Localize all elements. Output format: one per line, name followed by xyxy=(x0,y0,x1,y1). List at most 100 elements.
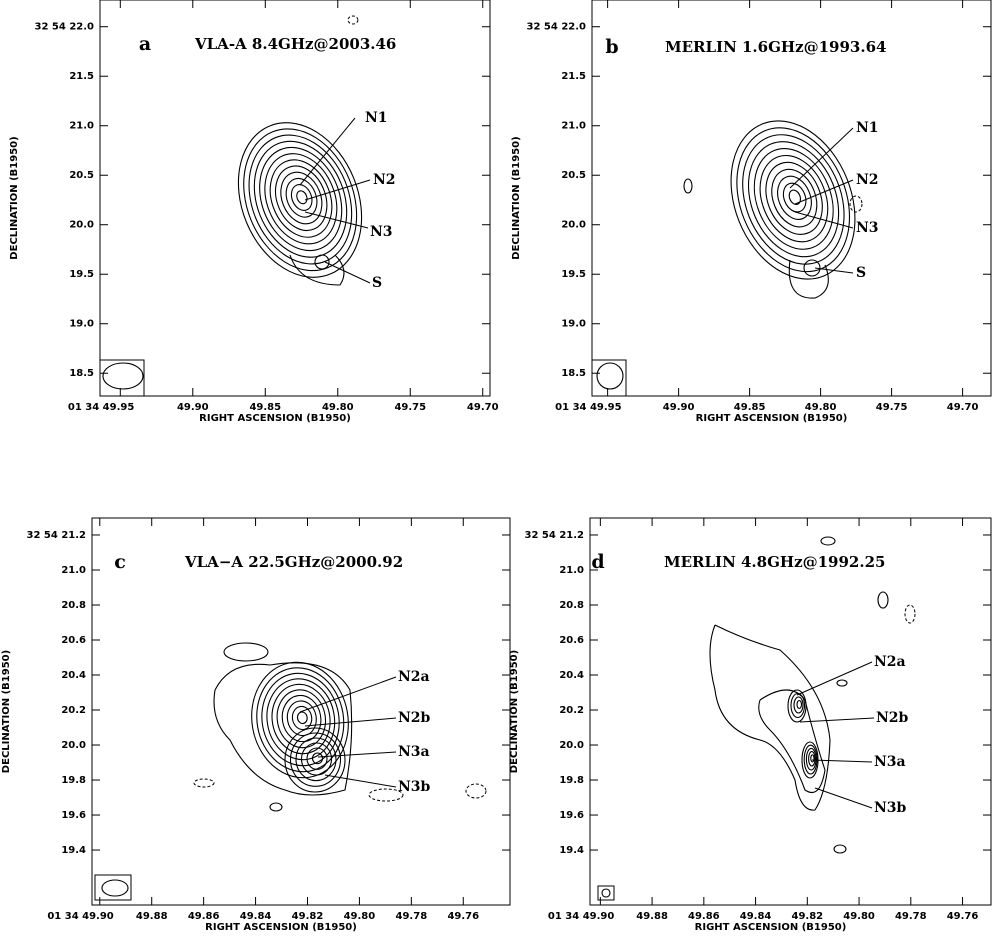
figure: 01 34 49.95 49.90 49.85 49.80 49.75 49.70 18.5… xyxy=(0,0,992,938)
y-tick-label: 19.4 xyxy=(61,845,86,856)
x-axis-label: RIGHT ASCENSION (B1950) xyxy=(696,413,848,424)
y-tick-label: 21.5 xyxy=(69,71,94,82)
pointer xyxy=(790,128,853,188)
contour xyxy=(194,779,214,787)
x-tick-label: 49.84 xyxy=(240,911,272,922)
pointer xyxy=(812,760,872,762)
x-tick-label: 49.80 xyxy=(843,911,875,922)
annotation: N3b xyxy=(398,779,431,795)
y-tick-label: 21.0 xyxy=(61,565,86,576)
y-tick-label: 19.8 xyxy=(559,775,584,786)
x-tick-label: 49.70 xyxy=(467,402,499,413)
y-tick-label: 20.5 xyxy=(69,170,94,181)
annotation: N2 xyxy=(373,172,396,188)
panel-letter: d xyxy=(591,551,604,573)
y-tick-label: 20.8 xyxy=(559,600,584,611)
x-tick-label: 01 34 49.95 xyxy=(68,402,134,413)
annotation: N1 xyxy=(856,120,879,136)
contour xyxy=(285,699,319,738)
y-tick-label: 18.5 xyxy=(561,368,586,379)
contour xyxy=(787,188,802,206)
contour xyxy=(223,112,377,288)
contour xyxy=(821,537,835,545)
annotation: N3 xyxy=(856,220,879,236)
contour xyxy=(740,137,848,261)
contour xyxy=(216,104,383,296)
x-tick-label: 49.80 xyxy=(344,911,376,922)
y-tick-label: 20.6 xyxy=(61,635,86,646)
y-axis-label: DECLINATION (B1950) xyxy=(1,650,12,773)
x-tick-label: 49.86 xyxy=(188,911,220,922)
y-tick-label: 19.4 xyxy=(559,845,584,856)
x-tick-label: 49.85 xyxy=(249,402,281,413)
y-tick-label: 19.0 xyxy=(561,319,586,330)
beam xyxy=(102,880,128,896)
annotation: N2a xyxy=(398,669,430,685)
y-tick-label: 20.0 xyxy=(559,740,584,751)
panel-title: MERLIN 4.8GHz@1992.25 xyxy=(664,553,885,571)
y-tick-label: 21.0 xyxy=(69,121,94,132)
pointer xyxy=(797,662,872,695)
x-tick-label: 49.85 xyxy=(734,402,766,413)
y-tick-label: 32 54 21.2 xyxy=(27,530,87,541)
panel-title: MERLIN 1.6GHz@1993.64 xyxy=(665,38,886,56)
contour xyxy=(261,673,341,765)
y-tick-label: 20.5 xyxy=(561,170,586,181)
x-tick-label: 49.88 xyxy=(636,911,668,922)
y-axis-label: DECLINATION (B1950) xyxy=(9,136,20,259)
y-tick-label: 21.5 xyxy=(561,71,586,82)
y-tick-label: 20.0 xyxy=(61,740,86,751)
contour xyxy=(348,16,358,24)
y-tick-label: 19.0 xyxy=(69,319,94,330)
x-tick-label: 49.76 xyxy=(947,911,979,922)
contour xyxy=(684,179,692,193)
y-tick-label: 20.8 xyxy=(61,600,86,611)
x-tick-label: 49.80 xyxy=(805,402,837,413)
x-tick-label: 49.75 xyxy=(876,402,908,413)
contour-layer xyxy=(95,16,915,900)
y-axis-label: DECLINATION (B1950) xyxy=(509,650,520,773)
pointer xyxy=(815,268,853,273)
contour xyxy=(214,663,352,795)
contour xyxy=(224,643,268,661)
y-tick-label: 20.0 xyxy=(561,220,586,231)
pointer xyxy=(815,788,872,808)
annotation: N2b xyxy=(876,710,909,726)
contour xyxy=(811,755,814,762)
beam xyxy=(597,363,623,389)
x-tick-label: 01 34 49.95 xyxy=(555,402,621,413)
contour xyxy=(905,605,915,623)
y-tick-label: 20.4 xyxy=(559,670,584,681)
contour xyxy=(270,803,282,811)
y-tick-label: 19.5 xyxy=(561,269,586,280)
y-tick-label: 21.0 xyxy=(559,565,584,576)
annotation: N3 xyxy=(370,224,393,240)
x-tick-label: 49.75 xyxy=(394,402,426,413)
contour xyxy=(710,625,830,810)
x-tick-label: 49.76 xyxy=(447,911,479,922)
annotation: N3a xyxy=(398,744,430,760)
y-tick-label: 20.2 xyxy=(559,705,584,716)
annotation: N3b xyxy=(874,800,907,816)
y-tick-label: 20.6 xyxy=(559,635,584,646)
contour xyxy=(759,690,825,793)
x-tick-label: 49.78 xyxy=(895,911,927,922)
x-tick-label: 49.90 xyxy=(177,402,209,413)
y-tick-label: 20.4 xyxy=(61,670,86,681)
y-tick-label: 19.6 xyxy=(61,810,86,821)
annotation: S xyxy=(856,265,866,281)
pointer xyxy=(325,262,370,283)
annotation: N2a xyxy=(874,654,906,670)
contour xyxy=(466,784,486,798)
x-axis-label: RIGHT ASCENSION (B1950) xyxy=(199,413,351,424)
annotation: N2b xyxy=(398,710,431,726)
x-tick-label: 49.78 xyxy=(396,911,428,922)
y-tick-label: 20.0 xyxy=(69,220,94,231)
pointer xyxy=(305,718,396,726)
y-tick-label: 19.6 xyxy=(559,810,584,821)
annotation: N2 xyxy=(856,172,879,188)
contour xyxy=(834,845,846,853)
annotation: S xyxy=(372,275,382,291)
pointer xyxy=(325,775,396,787)
annotation: N1 xyxy=(365,110,388,126)
